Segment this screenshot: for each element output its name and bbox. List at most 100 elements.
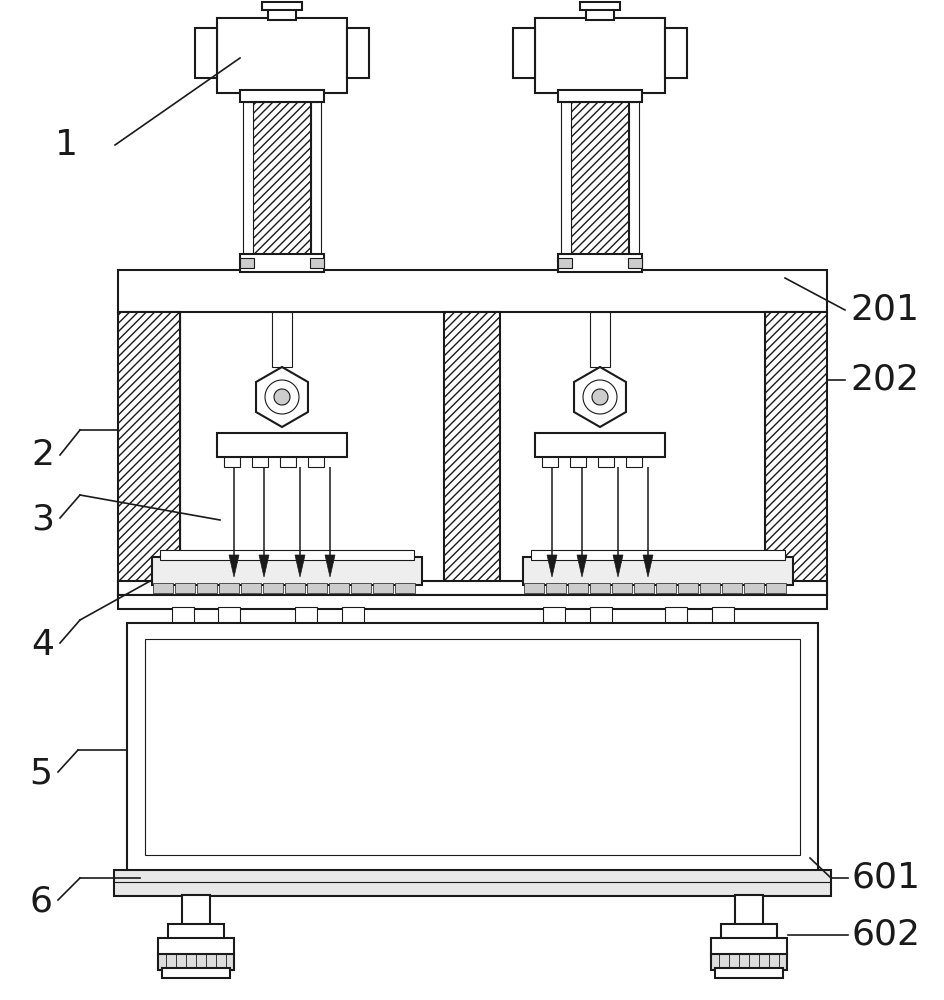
Bar [710,954,786,970]
Bar [329,583,348,593]
Bar [224,457,240,467]
Text: 3: 3 [31,503,54,537]
Bar [118,581,826,595]
Bar [241,583,261,593]
Bar [152,557,422,585]
Bar [633,583,653,593]
Bar [557,90,641,102]
Bar [272,312,292,367]
Bar [243,100,253,270]
Bar [118,312,179,595]
Polygon shape [295,555,305,577]
Bar [311,100,321,270]
Bar [677,583,698,593]
Bar [542,457,557,467]
Bar [240,90,324,102]
Bar [531,550,784,560]
Bar [252,457,268,467]
Bar [721,583,741,593]
Bar [118,270,826,312]
Polygon shape [642,555,652,577]
Polygon shape [582,380,616,414]
Bar [665,28,686,78]
Text: 602: 602 [851,918,920,952]
Bar [628,258,641,268]
Bar [342,607,363,659]
Bar [567,583,587,593]
Bar [612,583,632,593]
Bar [240,254,324,272]
Text: 1: 1 [55,128,78,162]
Polygon shape [591,389,607,405]
Bar [160,550,413,560]
Polygon shape [573,367,625,427]
Bar [395,583,414,593]
Bar [589,607,612,659]
Bar [564,88,635,102]
Bar [766,583,785,593]
Polygon shape [274,389,290,405]
Bar [240,258,254,268]
Bar [444,312,499,595]
Bar [261,2,302,10]
Bar [172,607,194,659]
Bar [308,457,324,467]
Bar [557,258,571,268]
Bar [700,583,719,593]
Bar [665,607,686,659]
Bar [765,312,826,595]
Bar [118,595,826,609]
Bar [194,28,217,78]
Bar [114,870,830,896]
Polygon shape [259,555,269,577]
Bar [253,100,311,270]
Bar [373,583,393,593]
Bar [585,8,614,20]
Bar [589,312,610,367]
Text: 601: 601 [851,861,920,895]
Bar [161,968,229,978]
Bar [570,100,629,270]
Text: 5: 5 [29,757,52,791]
Bar [561,100,570,270]
Bar [655,583,675,593]
Text: 202: 202 [849,363,918,397]
Bar [629,100,638,270]
Bar [534,433,665,457]
Bar [153,583,173,593]
Polygon shape [613,555,622,577]
Bar [307,583,327,593]
Bar [513,28,534,78]
Text: 6: 6 [29,885,52,919]
Bar [217,433,346,457]
Bar [522,557,792,585]
Bar [580,2,619,10]
Bar [262,583,282,593]
Bar [268,8,295,20]
Bar [144,639,800,855]
Polygon shape [228,555,239,577]
Bar [546,583,565,593]
Bar [175,583,194,593]
Bar [625,457,641,467]
Polygon shape [547,555,556,577]
Bar [127,656,817,670]
Polygon shape [256,367,308,427]
Bar [182,895,210,925]
Bar [310,258,324,268]
Bar [158,938,234,956]
Text: 201: 201 [849,293,918,327]
Bar [285,583,305,593]
Bar [743,583,763,593]
Polygon shape [264,380,298,414]
Bar [710,938,786,956]
Bar [219,583,239,593]
Text: 4: 4 [31,628,54,662]
Bar [158,954,234,970]
Bar [168,924,224,940]
Bar [295,607,316,659]
Bar [598,457,614,467]
Bar [734,895,762,925]
Polygon shape [325,555,334,577]
Bar [350,583,371,593]
